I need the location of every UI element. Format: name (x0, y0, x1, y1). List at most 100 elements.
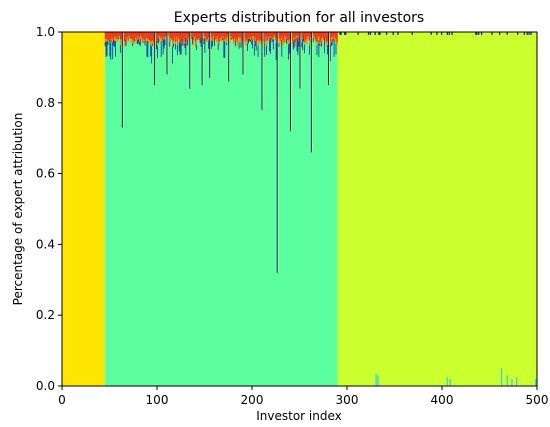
fringe-orange (282, 40, 284, 46)
fringe-blue (132, 43, 134, 47)
fringe-orange (174, 36, 176, 41)
fringe-blue (331, 39, 333, 46)
fringe-red (207, 32, 209, 39)
fringe-red (239, 32, 241, 38)
fringe-blue (249, 38, 250, 42)
fringe-red (252, 32, 255, 37)
fringe-orange (203, 36, 205, 39)
fringe-red (307, 32, 309, 37)
fringe-red (235, 32, 238, 40)
fringe-orange (147, 39, 149, 42)
fringe-orange (322, 37, 324, 40)
fringe-orange (259, 40, 261, 43)
fringe-red (123, 32, 125, 42)
fringe-red (218, 32, 220, 42)
fringe-blue (156, 40, 157, 50)
fringe-orange (271, 38, 274, 40)
fringe-blue (293, 39, 295, 48)
fringe-blue (327, 45, 328, 55)
fringe-red (322, 32, 324, 38)
fringe-orange (233, 40, 235, 45)
fringe-blue (222, 38, 224, 41)
dip-streak-accent (311, 32, 313, 153)
fringe-blue (312, 37, 314, 43)
dip-streak (154, 32, 156, 86)
fringe-red (214, 32, 216, 38)
fringe-red (317, 32, 319, 37)
fringe-red (173, 32, 175, 42)
fringe-red (313, 32, 315, 37)
lime-block (337, 32, 537, 386)
fringe-red (185, 32, 187, 36)
fringe-red (287, 32, 289, 41)
dip-streak-accent (291, 32, 292, 132)
fringe-blue (223, 40, 225, 58)
fringe-red (130, 32, 132, 39)
lime-top-mark (392, 32, 394, 35)
fringe-orange (148, 40, 150, 43)
fringe-blue (118, 37, 119, 40)
fringe-red (336, 32, 338, 43)
fringe-red (108, 32, 110, 41)
fringe-red (271, 32, 274, 39)
fringe-orange (159, 38, 162, 40)
fringe-blue (292, 41, 294, 50)
fringe-red (231, 32, 233, 37)
fringe-blue (204, 38, 206, 53)
fringe-red (177, 32, 180, 37)
fringe-orange (281, 36, 283, 41)
fringe-red (135, 32, 137, 37)
fringe-red (172, 32, 174, 42)
y-tick-label: 0.2 (36, 308, 55, 322)
fringe-orange (253, 42, 256, 45)
fringe-orange (177, 36, 180, 41)
fringe-red (288, 32, 290, 41)
fringe-blue (224, 41, 226, 59)
fringe-orange (318, 36, 320, 41)
dip-streak-accent (277, 32, 279, 273)
fringe-red (289, 32, 291, 40)
fringe-blue (269, 40, 270, 52)
fringe-red (179, 32, 182, 40)
fringe-blue (335, 43, 337, 55)
fringe-orange (134, 41, 136, 43)
fringe-orange (175, 42, 177, 44)
lime-top-mark (480, 32, 483, 35)
fringe-orange (173, 41, 175, 44)
fringe-red (223, 32, 225, 40)
fringe-blue (212, 41, 213, 47)
fringe-red (157, 32, 160, 37)
fringe-red (295, 32, 297, 36)
fringe-orange (222, 36, 224, 39)
fringe-red (267, 32, 269, 41)
fringe-red (124, 32, 126, 42)
fringe-orange (168, 35, 170, 37)
fringe-red (140, 32, 143, 37)
fringe-blue (105, 41, 107, 57)
fringe-orange (245, 41, 247, 46)
fringe-red (217, 32, 220, 43)
fringe-orange (123, 41, 125, 47)
fringe-red (138, 32, 140, 39)
fringe-red (131, 32, 133, 39)
fringe-red (233, 32, 236, 38)
fringe-blue (319, 44, 321, 46)
lime-top-mark (345, 32, 347, 35)
fringe-red (113, 32, 115, 39)
fringe-red (237, 32, 239, 38)
fringe-orange (119, 40, 122, 46)
fringe-red (273, 32, 276, 36)
fringe-blue (184, 43, 186, 48)
lime-baseline-mark (377, 375, 379, 386)
fringe-orange (335, 39, 337, 44)
fringe-red (163, 32, 165, 40)
fringe-orange (176, 36, 178, 42)
fringe-red (157, 32, 159, 43)
fringe-orange (170, 37, 172, 40)
dip-streak-accent (202, 32, 204, 86)
fringe-red (187, 32, 189, 39)
lime-top-mark (478, 32, 480, 35)
fringe-orange (182, 42, 184, 47)
fringe-red (266, 32, 268, 42)
fringe-blue (143, 41, 145, 43)
